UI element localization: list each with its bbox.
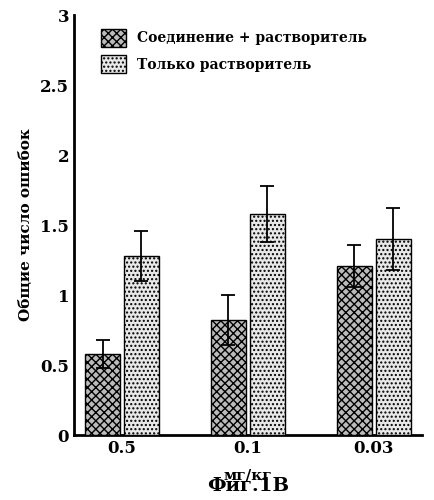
- Bar: [336, 266, 371, 435]
- Bar: [250, 214, 284, 435]
- Text: мг/кг: мг/кг: [223, 468, 272, 482]
- Text: Фиг.1В: Фиг.1В: [207, 477, 288, 495]
- Bar: [375, 239, 410, 435]
- Y-axis label: Общие число ошибок: Общие число ошибок: [19, 128, 33, 322]
- Bar: [124, 256, 158, 435]
- Bar: [85, 354, 119, 435]
- Bar: [211, 320, 245, 435]
- Legend: Соединение + растворитель, Только растворитель: Соединение + растворитель, Только раство…: [98, 26, 369, 76]
